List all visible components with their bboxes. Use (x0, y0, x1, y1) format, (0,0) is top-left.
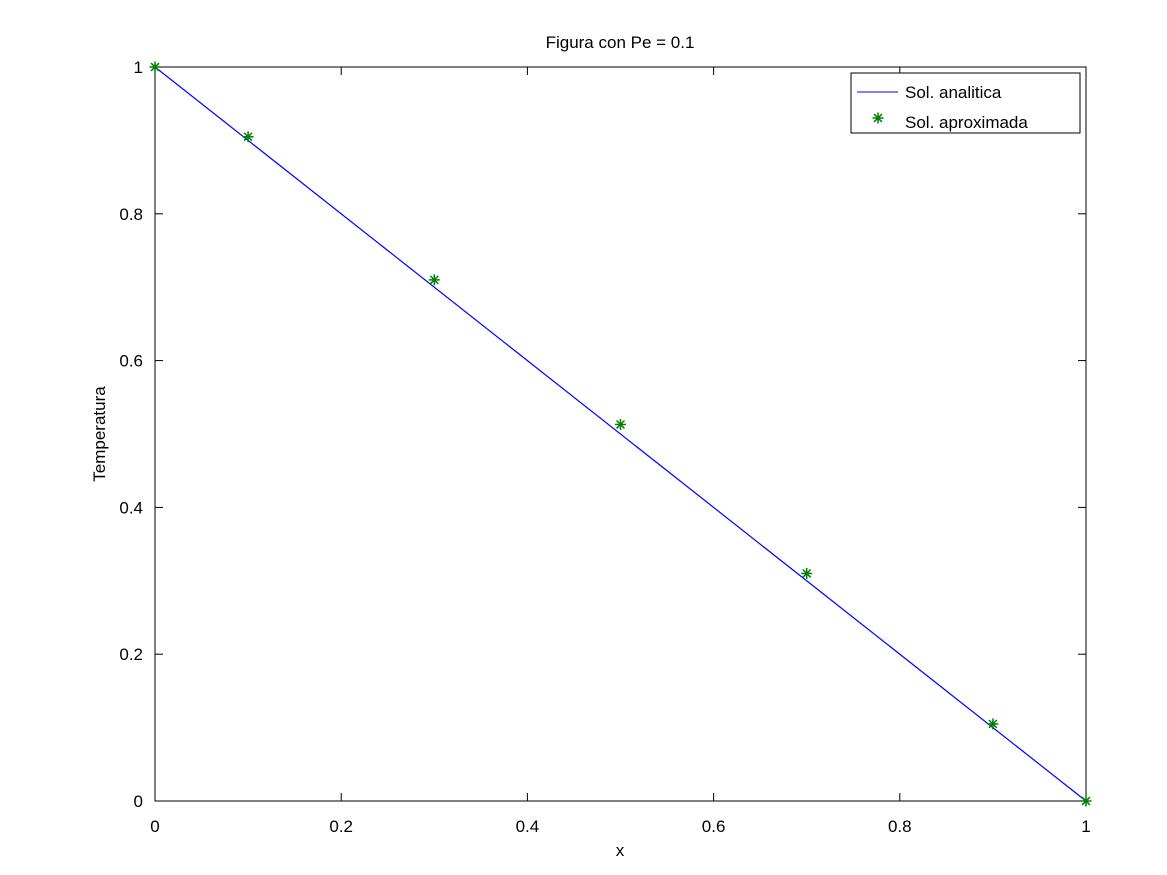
data-point-sol-aproximada (149, 61, 161, 73)
data-point-sol-aproximada (801, 567, 813, 579)
legend-label-sol-analitica: Sol. analitica (905, 83, 1002, 102)
legend-asterisk-icon (872, 112, 884, 124)
data-point-sol-aproximada (987, 718, 999, 730)
y-tick-label: 0.6 (119, 352, 143, 371)
chart-title: Figura con Pe = 0.1 (546, 33, 695, 52)
x-tick-label: 0.2 (329, 817, 353, 836)
x-tick-label: 1 (1081, 817, 1090, 836)
legend-label-sol-aproximada: Sol. aproximada (905, 113, 1028, 132)
y-tick-label: 0.8 (119, 205, 143, 224)
y-axis-label: Temperatura (90, 386, 109, 482)
series-line-sol-analitica (154, 66, 1087, 802)
x-tick-label: 0.4 (516, 817, 540, 836)
data-point-sol-aproximada (1080, 795, 1092, 807)
y-tick-label: 0.2 (119, 645, 143, 664)
data-point-sol-aproximada (615, 418, 626, 430)
data-point-sol-aproximada (428, 274, 440, 286)
x-tick-label: 0.8 (888, 817, 912, 836)
x-tick-label: 0.6 (702, 817, 726, 836)
series-layer (149, 61, 1092, 807)
legend: Sol. analitica Sol. aproximada (850, 72, 1081, 134)
y-tick-label: 0.4 (119, 498, 143, 517)
y-axis-ticks: 0 0.2 0.4 0.6 0.8 1 (119, 58, 1086, 811)
y-tick-label: 0 (134, 792, 143, 811)
y-tick-label: 1 (134, 58, 143, 77)
x-axis-ticks: 0 0.2 0.4 0.6 0.8 1 (150, 67, 1091, 836)
x-axis-label: x (616, 841, 625, 860)
data-point-sol-aproximada (242, 131, 254, 143)
legend-box (850, 72, 1081, 134)
legend-marker-sample (872, 112, 884, 124)
plot-area: 0 0.2 0.4 0.6 0.8 1 0 0.2 0.4 0.6 0.8 1 (119, 58, 1092, 836)
x-tick-label: 0 (150, 817, 159, 836)
